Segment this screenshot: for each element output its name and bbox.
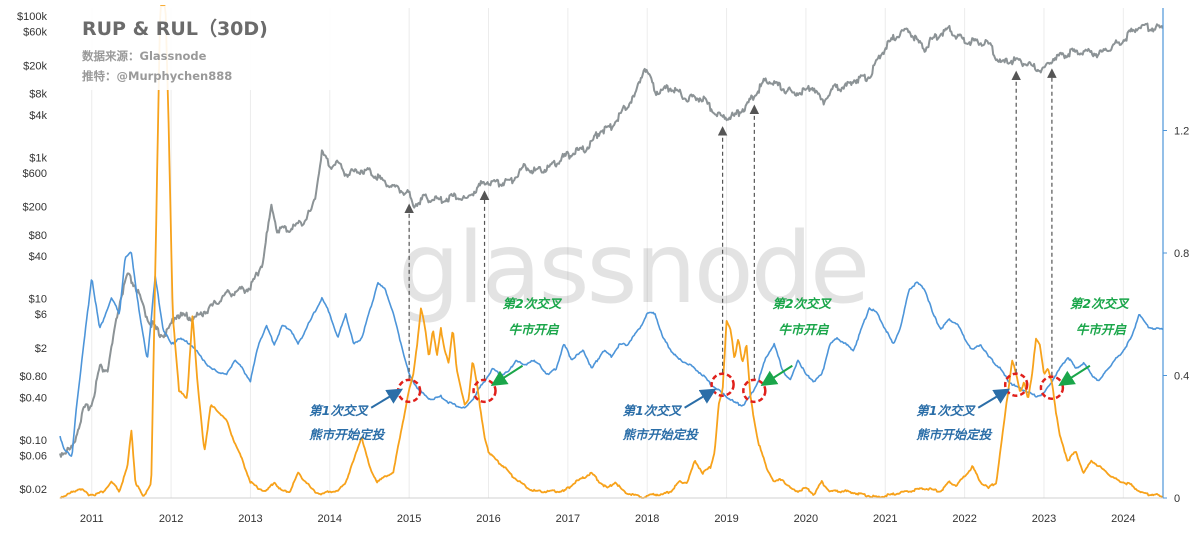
x-tick-label: 2018 [635, 513, 659, 525]
left-tick-label: $8k [29, 89, 47, 101]
x-tick-label: 2021 [873, 513, 897, 525]
left-tick-label: $60k [23, 27, 47, 39]
left-axis: $100k $60k $20k $8k $4k $1k $600 $200 $80 $40 $10 $… [17, 11, 47, 496]
left-tick-label: $600 [23, 168, 47, 180]
author-handle: 推特：@Murphychen888 [82, 69, 232, 83]
first-cross-label: 第1次交叉 [623, 403, 683, 418]
left-tick-label: $1k [29, 152, 47, 164]
x-tick-label: 2022 [952, 513, 976, 525]
crossing-circle [472, 378, 497, 404]
x-tick-label: 2014 [318, 513, 342, 525]
annotations: 第1次交叉熊市开始定投第1次交叉熊市开始定投第1次交叉熊市开始定投第2次交叉牛市… [309, 296, 1130, 442]
x-tick-label: 2023 [1032, 513, 1056, 525]
right-axis: 0 0.4 0.8 1.2 [1163, 126, 1189, 505]
header-panel [70, 6, 350, 90]
left-tick-label: $2 [35, 343, 47, 355]
crossing-circle [1039, 375, 1065, 400]
left-tick-label: $4k [29, 110, 47, 122]
second-cross-arrow [490, 364, 524, 387]
series-layer [59, 5, 1164, 499]
x-axis: 2011 2012 2013 2014 2015 2016 2017 2018 2019 2020… [80, 513, 1136, 525]
dashed-arrows [404, 68, 1057, 379]
x-tick-label: 2011 [80, 513, 104, 525]
data-source: 数据来源：Glassnode [82, 49, 207, 63]
left-tick-label: $0.06 [19, 450, 47, 462]
second-cross-sublabel: 牛市开启 [1076, 322, 1128, 337]
second-cross-sublabel: 牛市开启 [509, 322, 561, 337]
x-tick-label: 2024 [1111, 513, 1135, 525]
first-cross-label: 第1次交叉 [309, 403, 369, 418]
watermark: glassnode [398, 212, 867, 326]
left-tick-label: $0.02 [19, 484, 47, 496]
second-cross-label: 第2次交叉 [1070, 296, 1130, 311]
second-cross-sublabel: 牛市开启 [778, 322, 830, 337]
x-tick-label: 2016 [476, 513, 500, 525]
second-cross-label: 第2次交叉 [772, 296, 832, 311]
left-tick-label: $10 [29, 294, 47, 306]
first-cross-arrow [977, 388, 1011, 409]
right-tick-label: 0 [1174, 493, 1180, 505]
x-tick-label: 2020 [794, 513, 818, 525]
first-cross-label: 第1次交叉 [916, 403, 976, 418]
crossing-circle [710, 372, 735, 397]
first-cross-sublabel: 熊市开始定投 [623, 427, 700, 442]
rup-line [59, 5, 1164, 499]
second-cross-arrow [1058, 364, 1091, 387]
left-tick-label: $20k [23, 60, 47, 72]
left-tick-label: $0.80 [19, 371, 47, 383]
first-cross-sublabel: 熊市开始定投 [309, 427, 386, 442]
x-tick-label: 2019 [714, 513, 738, 525]
left-tick-label: $80 [29, 230, 47, 242]
x-tick-label: 2015 [397, 513, 421, 525]
left-tick-label: $200 [23, 202, 47, 214]
left-tick-label: $40 [29, 251, 47, 263]
first-cross-arrow [370, 388, 404, 409]
crossing-circle [742, 378, 767, 404]
x-tick-label: 2013 [238, 513, 262, 525]
chart-title: RUP & RUL（30D) [82, 17, 268, 40]
left-tick-label: $0.40 [19, 392, 47, 404]
rul-line [59, 251, 1164, 457]
crossing-circles [396, 372, 1065, 404]
right-tick-label: 0.4 [1174, 371, 1189, 383]
first-cross-sublabel: 熊市开始定投 [916, 427, 993, 442]
second-cross-arrow [760, 364, 793, 387]
first-cross-arrow [684, 388, 717, 409]
second-cross-label: 第2次交叉 [503, 296, 563, 311]
crossing-circle [1003, 372, 1029, 397]
right-tick-label: 0.8 [1174, 248, 1189, 260]
left-tick-label: $6 [35, 309, 47, 321]
x-tick-label: 2017 [556, 513, 580, 525]
price-line [59, 22, 1164, 458]
left-tick-label: $100k [17, 11, 47, 23]
x-tick-label: 2012 [159, 513, 183, 525]
right-tick-label: 1.2 [1174, 126, 1189, 138]
left-tick-label: $0.10 [19, 435, 47, 447]
